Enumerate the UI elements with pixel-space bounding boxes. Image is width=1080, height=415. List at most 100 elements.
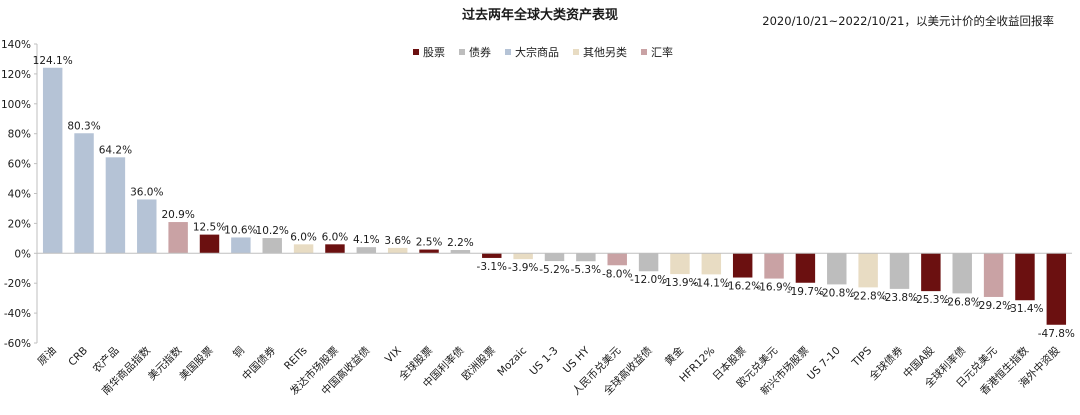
bar	[983, 253, 1004, 297]
bar	[262, 238, 282, 254]
y-tick-label: 100%	[1, 99, 31, 111]
bar	[387, 247, 408, 254]
data-label: 6.0%	[322, 231, 349, 243]
data-label: -26.8%	[944, 296, 981, 308]
bar	[137, 199, 157, 254]
bar	[199, 234, 220, 254]
category-label: 铜	[231, 345, 247, 361]
bar	[450, 250, 471, 254]
bar	[513, 253, 533, 260]
bar	[670, 253, 690, 275]
bar	[952, 253, 972, 294]
data-label: -5.3%	[571, 264, 601, 276]
data-label: 12.5%	[193, 222, 226, 234]
data-label: 64.2%	[99, 144, 132, 156]
category-label: 原油	[35, 344, 59, 368]
legend-label-bonds: 债券	[469, 46, 491, 59]
data-label: -19.7%	[787, 286, 824, 298]
legend-swatch-commodities	[505, 49, 511, 55]
y-tick-label: 40%	[8, 189, 31, 201]
data-label: 20.9%	[161, 209, 194, 221]
legend-label-stocks: 股票	[423, 46, 445, 59]
legend-item-stocks: 股票	[413, 44, 445, 60]
data-label: -22.8%	[850, 290, 887, 302]
data-label: 124.1%	[33, 55, 73, 67]
bar	[732, 253, 753, 278]
y-tick-label: 120%	[1, 69, 31, 81]
legend-swatch-alternatives	[573, 49, 579, 55]
data-label: -29.2%	[975, 300, 1012, 312]
chart-subtitle: 2020/10/21~2022/10/21，以美元计价的全收益回报率	[762, 14, 1054, 28]
legend-item-bonds: 债券	[459, 44, 491, 60]
y-tick-label: 80%	[8, 129, 31, 141]
legend-item-alternatives: 其他另类	[573, 44, 627, 60]
legend-swatch-stocks	[413, 49, 419, 55]
legend-label-commodities: 大宗商品	[515, 46, 559, 59]
y-tick-label: -40%	[4, 308, 31, 320]
data-label: -3.9%	[508, 262, 538, 274]
category-label: 全球债券	[867, 344, 906, 383]
bar	[544, 253, 565, 262]
category-label: REITs	[282, 345, 310, 373]
data-label: 80.3%	[67, 120, 100, 132]
data-label: 36.0%	[130, 186, 163, 198]
category-label: US 1-3	[527, 345, 560, 378]
y-tick-label: -60%	[4, 338, 31, 350]
category-label: 黄金	[662, 344, 686, 368]
y-tick-label: 60%	[8, 159, 31, 171]
bar	[293, 244, 314, 254]
bar	[638, 253, 659, 272]
bar	[482, 253, 502, 258]
category-label: VIX	[383, 345, 404, 366]
legend-item-fx: 汇率	[641, 44, 673, 60]
data-label: -8.0%	[602, 268, 632, 280]
bar	[889, 253, 910, 289]
legend-label-fx: 汇率	[651, 46, 673, 59]
y-tick-label: 140%	[1, 39, 31, 51]
data-label: -14.1%	[693, 277, 730, 289]
legend-swatch-fx	[641, 49, 647, 55]
y-tick-label: -20%	[4, 278, 31, 290]
data-label: 2.5%	[416, 237, 443, 249]
bar	[168, 222, 188, 254]
data-label: 10.6%	[224, 224, 257, 236]
legend-label-alternatives: 其他另类	[583, 46, 627, 59]
bar	[105, 157, 126, 254]
data-label: 2.2%	[447, 237, 474, 249]
bar	[325, 244, 345, 254]
chart-title: 过去两年全球大类资产表现	[461, 8, 618, 23]
category-label: 美国股票	[177, 344, 216, 383]
bar	[231, 237, 251, 254]
data-label: -20.8%	[818, 287, 855, 299]
category-label: 中国债券	[239, 344, 278, 383]
data-label: -12.0%	[630, 274, 667, 286]
category-label: 欧洲股票	[460, 345, 498, 383]
bar	[921, 253, 941, 292]
category-label: Mozaic	[495, 344, 529, 378]
data-label: -13.9%	[661, 277, 698, 289]
data-label: -16.2%	[724, 281, 761, 293]
bar	[795, 253, 816, 283]
data-label: 4.1%	[353, 234, 380, 246]
data-label: 3.6%	[384, 235, 411, 247]
bar	[356, 247, 377, 254]
bar	[827, 253, 847, 285]
category-label: TIPS	[849, 344, 874, 369]
y-tick-label: 20%	[8, 218, 31, 230]
data-label: -25.3%	[912, 294, 949, 306]
legend-swatch-bonds	[459, 49, 465, 55]
data-label: -16.9%	[755, 282, 792, 294]
bar	[701, 253, 722, 275]
data-label: -3.1%	[477, 261, 507, 273]
data-label: -5.2%	[539, 264, 569, 276]
data-label: -31.4%	[1006, 303, 1043, 315]
bar	[1046, 253, 1067, 325]
bar	[74, 133, 94, 254]
category-label: 农产品	[90, 344, 121, 375]
category-label: US 7-10	[805, 345, 843, 383]
bar	[576, 253, 596, 262]
data-label: 6.0%	[290, 231, 317, 243]
legend-item-commodities: 大宗商品	[505, 44, 559, 60]
data-label: -23.8%	[881, 292, 918, 304]
